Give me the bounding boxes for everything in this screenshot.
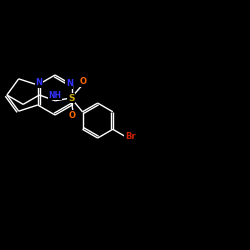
Text: NH: NH bbox=[49, 91, 62, 100]
Text: Br: Br bbox=[125, 132, 136, 141]
Text: O: O bbox=[68, 111, 75, 120]
Text: O: O bbox=[79, 77, 86, 86]
Text: N: N bbox=[36, 78, 43, 88]
Text: S: S bbox=[68, 94, 75, 102]
Text: N: N bbox=[66, 79, 73, 88]
